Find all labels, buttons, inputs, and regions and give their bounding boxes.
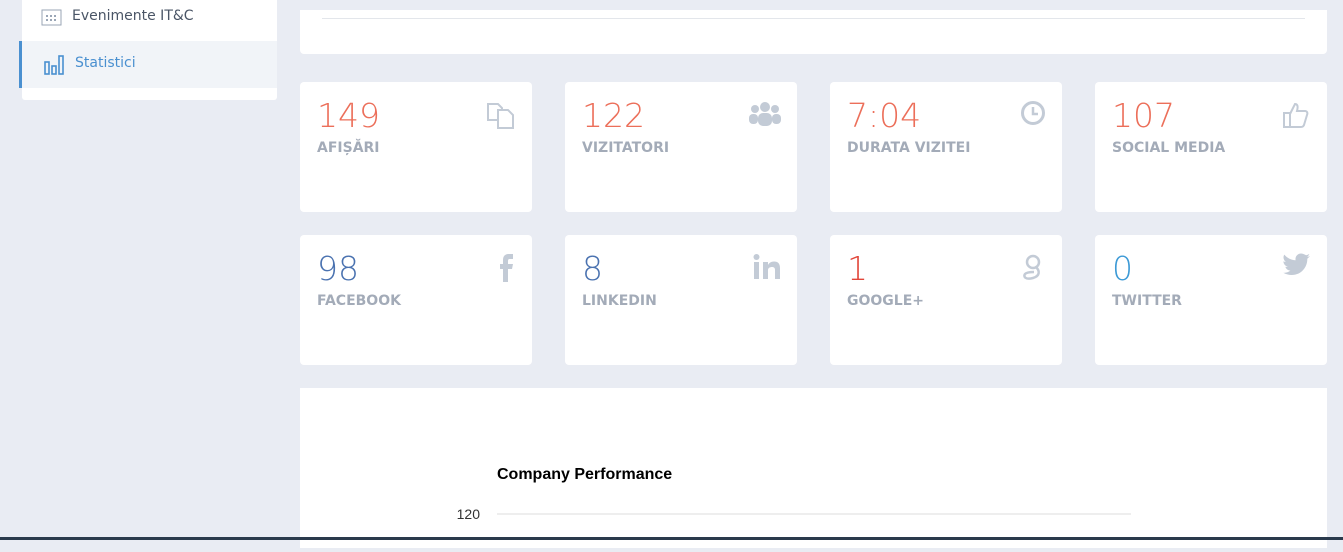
stat-value: 107 <box>1112 96 1175 135</box>
menu-item[interactable]: Evenimente IT&C <box>19 0 277 41</box>
stat-card: 8 LINKEDIN <box>565 235 797 365</box>
menu-item-active[interactable]: Statistici <box>19 41 277 88</box>
chart-panel: Company Performance 120 <box>300 388 1327 548</box>
stat-card: 107 SOCIAL MEDIA <box>1095 82 1327 212</box>
stat-value: 8 <box>582 249 603 288</box>
taskbar-edge <box>0 537 1343 540</box>
stat-label: GOOGLE+ <box>847 293 924 309</box>
stat-value: 0 <box>1112 249 1133 288</box>
calendar-icon <box>41 9 62 26</box>
stat-card: 7:04 DURATA VIZITEI <box>830 82 1062 212</box>
y-tick-label: 120 <box>457 506 481 522</box>
stat-label: FACEBOOK <box>317 293 401 309</box>
menu-label: Statistici <box>75 55 136 71</box>
stat-label: LINKEDIN <box>582 293 657 309</box>
chart-icon <box>44 55 64 75</box>
stat-icon <box>1021 101 1045 125</box>
stat-icon <box>487 103 514 129</box>
stat-card: 149 AFIȘĂRI <box>300 82 532 212</box>
stat-label: TWITTER <box>1112 293 1182 309</box>
stat-value: 98 <box>317 249 359 288</box>
stat-card: 1 GOOGLE+ <box>830 235 1062 365</box>
stat-icon <box>749 102 781 126</box>
stat-card: 98 FACEBOOK <box>300 235 532 365</box>
divider <box>322 18 1305 19</box>
menu-label: Evenimente IT&C <box>72 8 194 24</box>
stat-icon <box>1283 102 1309 128</box>
stat-icon <box>1283 253 1310 275</box>
chart-title: Company Performance <box>497 466 672 483</box>
stat-value: 122 <box>582 96 645 135</box>
top-panel <box>300 10 1327 54</box>
stat-icon <box>1023 254 1041 280</box>
stat-label: VIZITATORI <box>582 140 670 156</box>
stat-label: SOCIAL MEDIA <box>1112 140 1226 156</box>
stat-value: 149 <box>317 96 380 135</box>
stat-card: 0 TWITTER <box>1095 235 1327 365</box>
stat-label: AFIȘĂRI <box>317 140 380 156</box>
stat-card: 122 VIZITATORI <box>565 82 797 212</box>
stat-value: 1 <box>847 249 868 288</box>
stat-icon <box>753 254 780 279</box>
chart: Company Performance 120 <box>457 466 1131 522</box>
stat-icon <box>500 254 513 282</box>
stat-value: 7:04 <box>847 96 922 135</box>
stat-label: DURATA VIZITEI <box>847 140 971 156</box>
